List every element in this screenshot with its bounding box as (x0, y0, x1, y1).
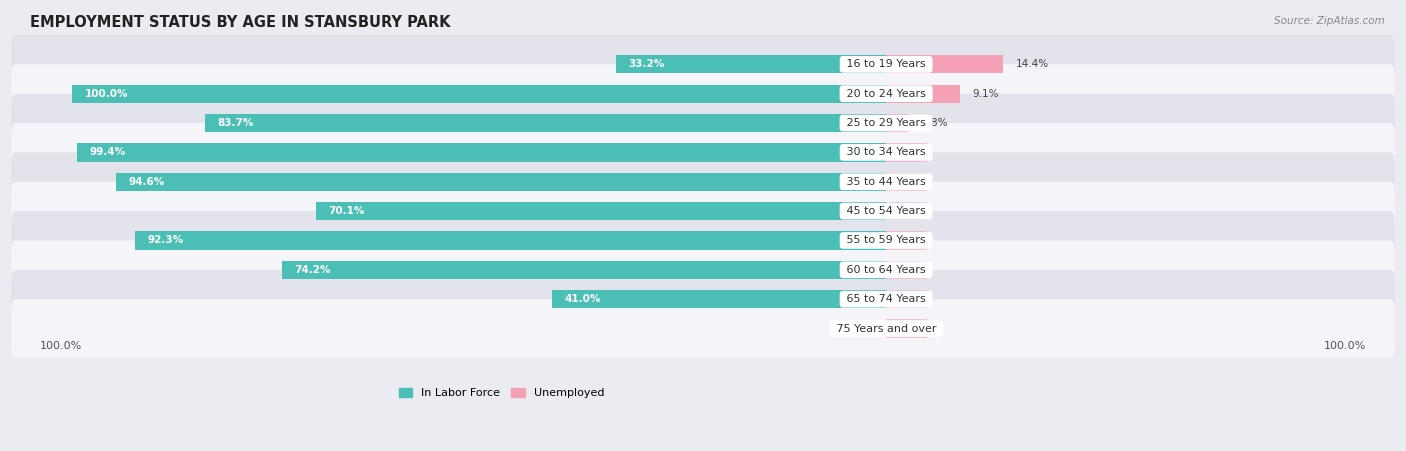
Text: 16 to 19 Years: 16 to 19 Years (844, 60, 929, 69)
Text: Source: ZipAtlas.com: Source: ZipAtlas.com (1274, 16, 1385, 26)
Bar (72, 85, 886, 103)
Text: 65 to 74 Years: 65 to 74 Years (844, 294, 929, 304)
Text: 33.2%: 33.2% (628, 60, 665, 69)
Bar (135, 231, 886, 249)
Text: 0.0%: 0.0% (898, 235, 925, 245)
FancyBboxPatch shape (11, 299, 1395, 358)
Text: 99.4%: 99.4% (90, 147, 125, 157)
Bar (886, 55, 1004, 74)
Text: 0.0%: 0.0% (852, 323, 877, 333)
FancyBboxPatch shape (11, 211, 1395, 270)
Text: 14.4%: 14.4% (1015, 60, 1049, 69)
Bar (886, 261, 927, 279)
Text: 0.0%: 0.0% (898, 323, 925, 333)
Bar (283, 261, 886, 279)
Bar (315, 202, 886, 220)
Text: 100.0%: 100.0% (39, 341, 82, 351)
FancyBboxPatch shape (11, 123, 1395, 182)
FancyBboxPatch shape (11, 182, 1395, 240)
Text: 100.0%: 100.0% (1324, 341, 1367, 351)
Text: 92.3%: 92.3% (148, 235, 183, 245)
Text: 0.0%: 0.0% (898, 147, 925, 157)
Bar (117, 173, 886, 191)
Text: 100.0%: 100.0% (84, 89, 128, 99)
Text: 83.7%: 83.7% (217, 118, 253, 128)
Text: 60 to 64 Years: 60 to 64 Years (844, 265, 929, 275)
Bar (205, 114, 886, 132)
Text: 70.1%: 70.1% (328, 206, 364, 216)
FancyBboxPatch shape (11, 152, 1395, 211)
Legend: In Labor Force, Unemployed: In Labor Force, Unemployed (395, 383, 609, 402)
FancyBboxPatch shape (11, 94, 1395, 152)
Text: 0.0%: 0.0% (898, 265, 925, 275)
Bar (886, 114, 908, 132)
Text: EMPLOYMENT STATUS BY AGE IN STANSBURY PARK: EMPLOYMENT STATUS BY AGE IN STANSBURY PA… (30, 15, 451, 30)
Text: 0.0%: 0.0% (898, 177, 925, 187)
Bar (616, 55, 886, 74)
FancyBboxPatch shape (11, 240, 1395, 299)
Bar (886, 85, 960, 103)
Bar (553, 290, 886, 308)
Text: 94.6%: 94.6% (128, 177, 165, 187)
Bar (886, 143, 927, 161)
Text: 74.2%: 74.2% (294, 265, 330, 275)
Bar (886, 319, 927, 338)
Text: 25 to 29 Years: 25 to 29 Years (844, 118, 929, 128)
Bar (886, 173, 927, 191)
Text: 20 to 24 Years: 20 to 24 Years (844, 89, 929, 99)
FancyBboxPatch shape (11, 270, 1395, 328)
Text: 35 to 44 Years: 35 to 44 Years (844, 177, 929, 187)
Text: 0.0%: 0.0% (898, 206, 925, 216)
FancyBboxPatch shape (11, 35, 1395, 94)
Text: 55 to 59 Years: 55 to 59 Years (844, 235, 929, 245)
Bar (77, 143, 886, 161)
Bar (886, 202, 927, 220)
Text: 0.0%: 0.0% (898, 294, 925, 304)
Text: 75 Years and over: 75 Years and over (832, 323, 939, 333)
Bar (886, 231, 927, 249)
Text: 45 to 54 Years: 45 to 54 Years (844, 206, 929, 216)
Text: 41.0%: 41.0% (565, 294, 600, 304)
FancyBboxPatch shape (11, 64, 1395, 123)
Text: 9.1%: 9.1% (973, 89, 998, 99)
Bar (886, 290, 927, 308)
Text: 2.8%: 2.8% (921, 118, 948, 128)
Text: 30 to 34 Years: 30 to 34 Years (844, 147, 929, 157)
